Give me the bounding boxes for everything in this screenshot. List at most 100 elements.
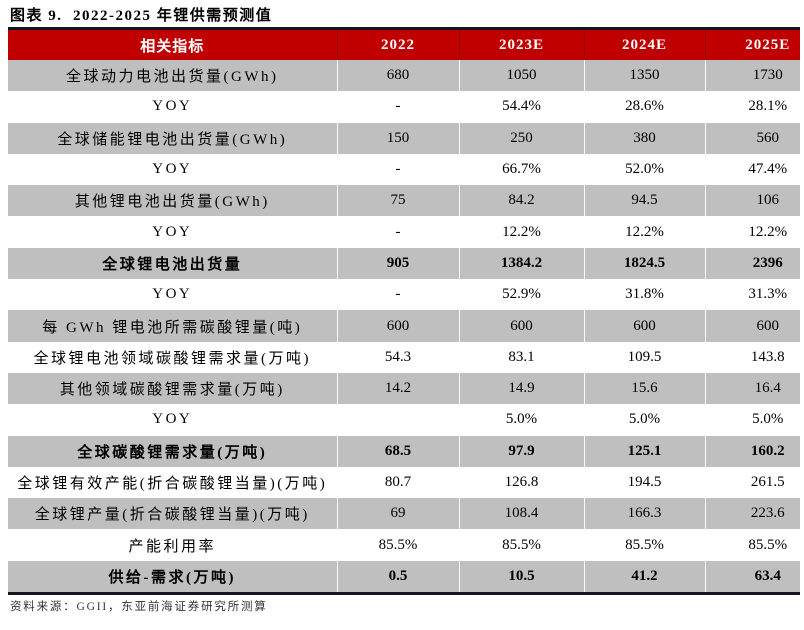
cell-value: 28.1% <box>704 91 800 123</box>
table-row: 其他领域碳酸锂需求量(万吨) 14.2 14.9 15.6 16.4 <box>8 372 800 405</box>
cell-value: 12.2% <box>458 216 584 248</box>
header-2022: 2022 <box>336 30 459 60</box>
cell-value: 1350 <box>583 60 705 92</box>
header-2025e: 2025E <box>704 30 800 60</box>
cell-value: 1050 <box>458 60 584 92</box>
cell-value: 14.2 <box>336 372 459 405</box>
row-label: 产能利用率 <box>8 529 337 561</box>
cell-value: 250 <box>458 122 584 154</box>
row-label: 其他领域碳酸锂需求量(万吨) <box>8 372 337 405</box>
cell-value: 905 <box>336 247 459 280</box>
cell-value: 41.2 <box>583 560 705 593</box>
table-header: 相关指标 2022 2023E 2024E 2025E <box>8 30 800 60</box>
cell-value: 261.5 <box>704 466 800 499</box>
table-row: 其他锂电池出货量(GWh) 75 84.2 94.5 106 <box>8 185 800 217</box>
row-label: 全球动力电池出货量(GWh) <box>8 60 337 92</box>
figure-title: 图表 9. 2022-2025 年锂供需预测值 <box>10 8 273 24</box>
cell-value: 223.6 <box>704 498 800 530</box>
cell-value: - <box>336 216 459 248</box>
cell-value: 12.2% <box>704 216 800 248</box>
source-note: 资料来源：GGII，东亚前海证券研究所测算 <box>10 601 268 613</box>
table-row: 全球储能锂电池出货量(GWh) 150 250 380 560 <box>8 122 800 154</box>
row-label: YOY <box>8 404 337 436</box>
table-row: 全球锂电池出货量 905 1384.2 1824.5 2396 <box>8 247 800 280</box>
cell-value: 194.5 <box>583 466 705 499</box>
row-label: 其他锂电池出货量(GWh) <box>8 185 337 217</box>
cell-value: 47.4% <box>704 153 800 186</box>
header-row: 相关指标 2022 2023E 2024E 2025E <box>8 30 800 60</box>
forecast-table: 相关指标 2022 2023E 2024E 2025E 全球动力电池出货量(GW… <box>8 30 800 593</box>
cell-value: 126.8 <box>458 466 584 499</box>
row-label: 全球锂产量(折合碳酸锂当量)(万吨) <box>8 498 337 530</box>
cell-value: 85.5% <box>583 529 705 561</box>
cell-value: 0.5 <box>336 560 459 593</box>
table-row: 全球动力电池出货量(GWh) 680 1050 1350 1730 <box>8 60 800 92</box>
header-indicator: 相关指标 <box>8 30 337 60</box>
header-2024e: 2024E <box>583 30 705 60</box>
cell-value: 28.6% <box>583 91 705 123</box>
forecast-table-frame: 相关指标 2022 2023E 2024E 2025E 全球动力电池出货量(GW… <box>8 27 800 596</box>
cell-value: 80.7 <box>336 466 459 499</box>
cell-value: 600 <box>583 310 705 342</box>
table-row: 产能利用率 85.5% 85.5% 85.5% 85.5% <box>8 529 800 561</box>
table-row: YOY -12.2% 12.2% 12.2% <box>8 216 800 248</box>
cell-value: 10.5 <box>458 560 584 593</box>
cell-value: 97.9 <box>458 435 584 467</box>
cell-value: 85.5% <box>704 529 800 561</box>
cell-value: 75 <box>336 185 459 217</box>
cell-value: 83.1 <box>458 341 584 373</box>
cell-value: 94.5 <box>583 185 705 217</box>
cell-value: 166.3 <box>583 498 705 530</box>
cell-value: 160.2 <box>704 435 800 467</box>
row-label: 全球锂电池出货量 <box>8 247 337 280</box>
cell-value: 31.3% <box>704 279 800 311</box>
row-label: YOY <box>8 153 337 186</box>
cell-value: - <box>336 153 459 186</box>
row-label: 全球碳酸锂需求量(万吨) <box>8 435 337 467</box>
cell-value <box>336 404 459 436</box>
cell-value: 600 <box>458 310 584 342</box>
cell-value: 600 <box>704 310 800 342</box>
cell-value: 16.4 <box>704 372 800 405</box>
cell-value: 380 <box>583 122 705 154</box>
cell-value: 68.5 <box>336 435 459 467</box>
cell-value: 14.9 <box>458 372 584 405</box>
cell-value: 5.0% <box>704 404 800 436</box>
cell-value: 106 <box>704 185 800 217</box>
table-body: 全球动力电池出货量(GWh) 680 1050 1350 1730 YOY -54.4% 28… <box>8 60 800 593</box>
cell-value: 12.2% <box>583 216 705 248</box>
cell-value: 84.2 <box>458 185 584 217</box>
cell-value: 54.4% <box>458 91 584 123</box>
cell-value: 125.1 <box>583 435 705 467</box>
table-row: 全球碳酸锂需求量(万吨) 68.5 97.9 125.1 160.2 <box>8 435 800 467</box>
table-row: 每 GWh 锂电池所需碳酸锂量(吨) 600 600 600 600 <box>8 310 800 342</box>
table-row: YOY 5.0% 5.0% 5.0% <box>8 404 800 436</box>
table-row: 全球锂电池领域碳酸锂需求量(万吨) 54.3 83.1 109.5 143.8 <box>8 341 800 373</box>
cell-value: 1824.5 <box>583 247 705 280</box>
cell-value: - <box>336 91 459 123</box>
cell-value: 5.0% <box>458 404 584 436</box>
row-label: 供给-需求(万吨) <box>8 560 337 593</box>
row-label: 全球储能锂电池出货量(GWh) <box>8 122 337 154</box>
cell-value: 108.4 <box>458 498 584 530</box>
table-row: YOY -54.4% 28.6% 28.1% <box>8 91 800 123</box>
row-label: YOY <box>8 279 337 311</box>
cell-value: 52.0% <box>583 153 705 186</box>
cell-value: 85.5% <box>336 529 459 561</box>
table-row: 全球锂有效产能(折合碳酸锂当量)(万吨) 80.7 126.8 194.5 261.5 <box>8 466 800 499</box>
row-label: YOY <box>8 91 337 123</box>
cell-value: - <box>336 279 459 311</box>
cell-value: 1730 <box>704 60 800 92</box>
cell-value: 560 <box>704 122 800 154</box>
row-label: 全球锂电池领域碳酸锂需求量(万吨) <box>8 341 337 373</box>
cell-value: 109.5 <box>583 341 705 373</box>
table-row: YOY -66.7% 52.0% 47.4% <box>8 153 800 186</box>
cell-value: 85.5% <box>458 529 584 561</box>
cell-value: 680 <box>336 60 459 92</box>
cell-value: 31.8% <box>583 279 705 311</box>
cell-value: 600 <box>336 310 459 342</box>
cell-value: 2396 <box>704 247 800 280</box>
row-label: 每 GWh 锂电池所需碳酸锂量(吨) <box>8 310 337 342</box>
table-row: 供给-需求(万吨) 0.5 10.5 41.2 63.4 <box>8 560 800 593</box>
cell-value: 5.0% <box>583 404 705 436</box>
